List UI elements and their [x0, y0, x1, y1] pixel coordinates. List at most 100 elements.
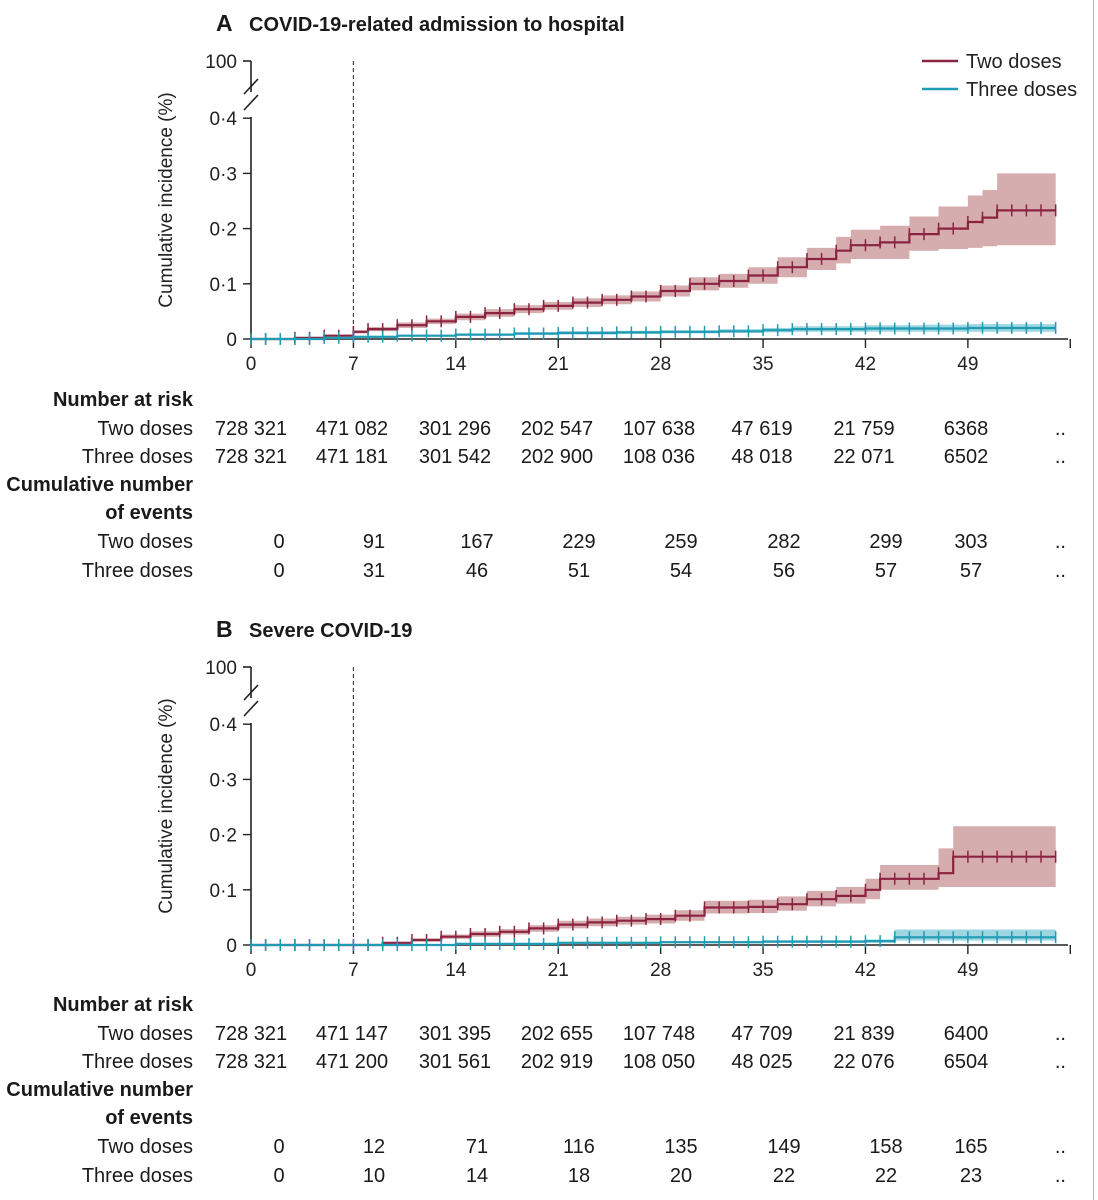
panel-b-x-tick-label: 21	[548, 960, 569, 981]
panel-b-events-cell: ..	[1055, 1165, 1066, 1187]
panel-b-cumulative-events-heading-2: of events	[105, 1107, 193, 1129]
panel-a-x-tick-label: 0	[246, 354, 257, 375]
panel-b-y-tick-label: 0·4	[210, 715, 238, 736]
panel-a-events-cell: 56	[773, 560, 795, 582]
panel-b-events-cell: 12	[363, 1136, 385, 1158]
panel-a-y-tick-label: 0	[226, 330, 237, 351]
panel-a-at-risk-cell: 471 082	[316, 418, 388, 440]
panel-a-axis-break-mark-1	[243, 94, 259, 111]
panel-b-events-cell: 23	[960, 1165, 982, 1187]
panel-a-at-risk-cell: 21 759	[833, 418, 894, 440]
panel-a-events-cell: 229	[562, 531, 595, 553]
panel-b-at-risk-cell: ..	[1055, 1023, 1066, 1045]
panel-a-y-tick-label: 0·4	[210, 109, 238, 130]
panel-a-x-tick-label: 7	[348, 354, 359, 375]
panel-b-events-cell: 14	[466, 1165, 488, 1187]
panel-b-x-tick-label: 7	[348, 960, 359, 981]
panel-b-at-risk-cell: 202 919	[521, 1051, 593, 1073]
panel-a-cumulative-events-heading-2: of events	[105, 502, 193, 524]
panel-b-events-cell: 0	[273, 1136, 284, 1158]
panel-b-axis-break-mark-2	[243, 684, 259, 701]
panel-a-events-cell: 0	[273, 560, 284, 582]
legend-three-doses-label: Three doses	[966, 79, 1077, 101]
panel-b-y-tick-label: 0·2	[210, 826, 237, 847]
panel-a-at-risk-cell: 202 900	[521, 446, 593, 468]
panel-b-at-risk-row-label: Two doses	[97, 1023, 193, 1045]
panel-b-x-tick-label: 14	[445, 960, 467, 981]
panel-a-at-risk-cell: 6368	[944, 418, 989, 440]
panel-a-title: COVID-19-related admission to hospital	[249, 14, 625, 36]
panel-a-letter: A	[216, 10, 233, 36]
panel-b-at-risk-cell: 108 050	[623, 1051, 695, 1073]
panel-b-events-cell: 0	[273, 1165, 284, 1187]
panel-a-events-cell: 91	[363, 531, 385, 553]
panel-a-x-tick-label: 28	[650, 354, 671, 375]
panel-b-at-risk-cell: 22 076	[833, 1051, 894, 1073]
panel-a-x-tick-label: 35	[752, 354, 773, 375]
panel-a-y-tick-label: 0·3	[210, 164, 237, 185]
panel-b-at-risk-cell: 471 200	[316, 1051, 388, 1073]
panel-a-at-risk-row-label: Three doses	[82, 446, 193, 468]
panel-a-events-cell: 299	[869, 531, 902, 553]
panel-b-events-cell: 20	[670, 1165, 692, 1187]
panel-a-at-risk-row-label: Two doses	[97, 418, 193, 440]
panel-a-events-row-label: Three doses	[82, 560, 193, 582]
panel-a-at-risk-cell: 108 036	[623, 446, 695, 468]
panel-b-events-cell: 22	[875, 1165, 897, 1187]
panel-a-at-risk-cell: 301 296	[419, 418, 491, 440]
panel-b-at-risk-cell: 6504	[944, 1051, 989, 1073]
panel-a-x-tick-label: 21	[548, 354, 569, 375]
panel-a-y-axis-label: Cumulative incidence (%)	[156, 92, 177, 307]
panel-a-events-cell: 0	[273, 531, 284, 553]
panel-b-y-axis-label: Cumulative incidence (%)	[156, 698, 177, 913]
panel-a-events-cell: 57	[875, 560, 897, 582]
panel-a-at-risk-cell: 301 542	[419, 446, 491, 468]
panel-b-ci-band-two-doses	[251, 826, 1056, 945]
panel-a-events-cell: 259	[664, 531, 697, 553]
panel-b-at-risk-cell: 301 395	[419, 1023, 491, 1045]
panel-b-axis-break-mark-1	[243, 700, 259, 717]
panel-b-x-tick-label: 0	[246, 960, 257, 981]
panel-b-number-at-risk-heading: Number at risk	[53, 994, 194, 1016]
panel-b-at-risk-cell: 471 147	[316, 1023, 388, 1045]
panel-a-events-cell: 282	[767, 531, 800, 553]
panel-a-y-tick-label: 0·2	[210, 220, 237, 241]
panel-b-at-risk-cell: 47 709	[731, 1023, 792, 1045]
panel-b-at-risk-cell: ..	[1055, 1051, 1066, 1073]
panel-a-axis-break-mark-2	[243, 78, 259, 95]
panel-b-at-risk-cell: 48 025	[731, 1051, 792, 1073]
panel-b-events-row-label: Three doses	[82, 1165, 193, 1187]
panel-a-events-cell: 303	[954, 531, 987, 553]
panel-b-at-risk-cell: 202 655	[521, 1023, 593, 1045]
panel-a-at-risk-cell: 471 181	[316, 446, 388, 468]
page-border	[1093, 0, 1094, 1200]
panel-a-events-cell: 51	[568, 560, 590, 582]
panel-b-cumulative-events-heading-1: Cumulative number	[6, 1079, 193, 1101]
panel-b-y-tick-label: 0·3	[210, 770, 237, 791]
panel-b-events-row-label: Two doses	[97, 1136, 193, 1158]
panel-b-risk-table: Number at risk Two doses 728 321 471 147 301…	[6, 994, 1066, 1187]
panel-a-at-risk-cell: 728 321	[215, 446, 287, 468]
panel-b-letter: B	[216, 616, 233, 642]
panel-a-events-cell: 167	[460, 531, 493, 553]
panel-b-at-risk-cell: 301 561	[419, 1051, 491, 1073]
panel-a-x-tick-label: 42	[855, 354, 876, 375]
panel-b-events-cell: 71	[466, 1136, 488, 1158]
panel-b-events-cell: 158	[869, 1136, 902, 1158]
panel-a-at-risk-cell: ..	[1055, 446, 1066, 468]
legend-two-doses-label: Two doses	[966, 51, 1062, 73]
panel-a-y-tick-label-100: 100	[205, 52, 237, 73]
panel-b-x-tick-label: 35	[752, 960, 773, 981]
panel-a-events-cell: 46	[466, 560, 488, 582]
panel-a-at-risk-cell: 47 619	[731, 418, 792, 440]
panel-a-events-cell: 57	[960, 560, 982, 582]
panel-a-events-cell: ..	[1055, 560, 1066, 582]
panel-b-events-cell: 116	[563, 1136, 595, 1158]
panel-b-events-cell: 18	[568, 1165, 590, 1187]
panel-a-plot: 100 0 0·1 0·2 0·3 0·4 0 7 14 21 28 35 42 49	[205, 52, 1071, 375]
panel-b-events-cell: 22	[773, 1165, 795, 1187]
panel-b-y-tick-label-100: 100	[205, 658, 237, 679]
panel-b-title: Severe COVID-19	[249, 620, 412, 642]
panel-a-number-at-risk-heading: Number at risk	[53, 389, 194, 411]
